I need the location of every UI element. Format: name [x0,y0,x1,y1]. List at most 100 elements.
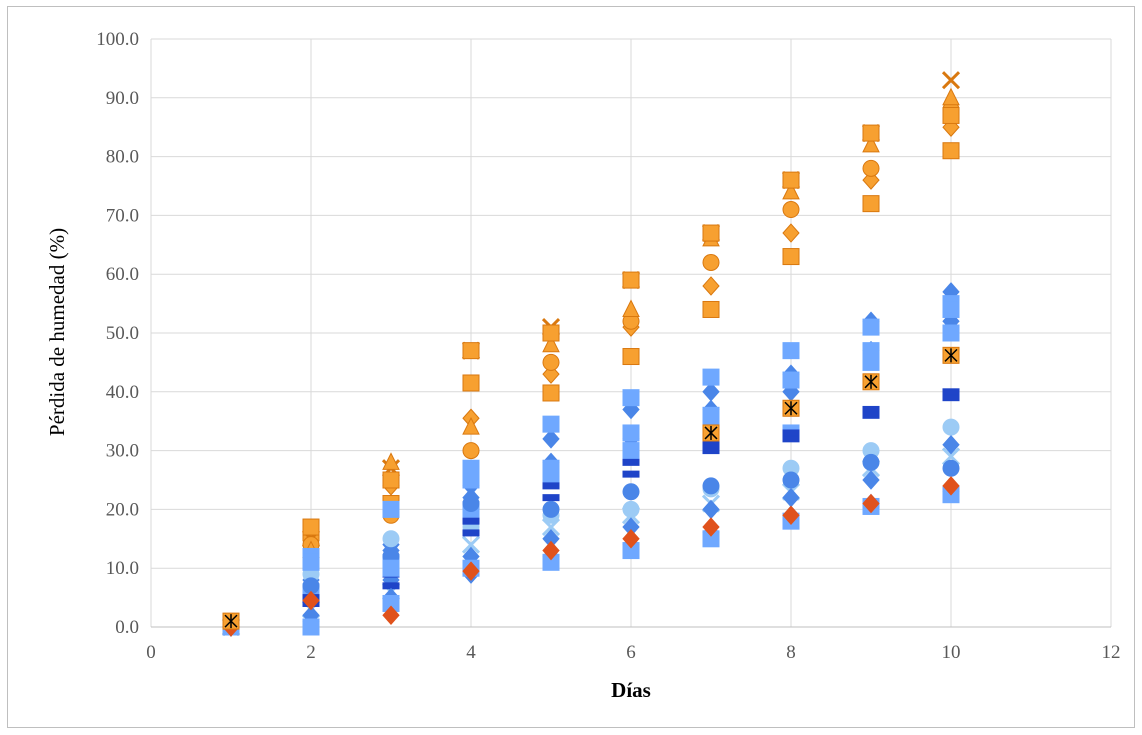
y-tick-label: 90.0 [106,88,139,109]
data-point [782,371,800,389]
data-point [942,434,960,455]
data-point [622,271,640,289]
data-point [462,374,480,392]
data-point [702,447,720,455]
data-point [542,324,560,342]
y-axis-title: Pérdida de humedad (%) [45,228,69,436]
data-point [782,248,800,266]
data-point [862,124,880,142]
data-point [782,399,800,417]
data-point [621,506,641,525]
data-point [302,518,320,536]
data-point [622,389,640,407]
y-tick-label: 0.0 [115,617,139,638]
data-point [222,612,240,630]
data-point [542,540,560,561]
data-point [862,493,880,514]
data-point [542,353,560,371]
data-point [462,561,480,581]
data-point [862,342,880,360]
data-point [702,253,720,271]
data-point [862,159,880,177]
data-point [862,411,880,419]
data-point [542,334,560,353]
data-point [862,195,880,213]
y-tick-label: 70.0 [106,205,139,226]
data-point [942,324,960,342]
data-point [782,471,800,489]
x-tick-label: 6 [626,642,636,663]
data-point [942,394,960,402]
data-point [702,441,720,449]
data-point [942,346,960,364]
data-point [782,201,800,219]
data-point [782,487,800,508]
data-point [942,459,960,477]
data-point [862,373,880,391]
data-point [461,535,481,554]
data-point [782,429,800,437]
x-tick-label: 8 [786,642,796,663]
data-point [942,418,960,436]
data-point [462,416,480,435]
data-point [462,529,480,537]
data-points [221,71,961,637]
data-point [782,342,800,360]
x-tick-label: 10 [942,642,961,663]
data-point [702,406,720,424]
data-point [382,500,400,518]
x-axis-ticks: 0 2 4 6 8 10 12 [146,642,1120,663]
data-point [702,499,720,520]
data-point [942,106,960,124]
y-tick-label: 10.0 [106,558,139,579]
data-point [462,342,480,360]
data-point [302,553,320,571]
data-point [462,442,480,460]
data-point [462,517,480,525]
data-point [622,299,640,317]
data-point [782,505,800,526]
data-point [702,368,720,386]
data-point [862,134,880,153]
y-tick-label: 30.0 [106,441,139,462]
y-tick-label: 60.0 [106,264,139,285]
data-point [782,181,800,200]
data-point [542,494,560,502]
data-point [382,605,400,625]
x-tick-label: 0 [146,642,156,663]
data-point [462,495,480,513]
data-point [542,415,560,433]
y-tick-label: 20.0 [106,499,139,520]
data-point [382,471,400,489]
data-point [702,424,720,442]
data-point [622,424,640,442]
data-point [302,590,320,611]
data-point [622,442,640,460]
data-point [782,223,800,243]
data-point [942,142,960,160]
y-tick-label: 80.0 [106,147,139,168]
data-point [782,171,800,189]
x-tick-label: 4 [466,642,476,663]
data-point [462,471,480,489]
data-point [542,384,560,402]
data-point [541,517,561,537]
data-point [382,452,400,470]
data-point [702,517,720,537]
data-point [382,559,400,577]
data-point [622,458,640,466]
data-point [862,470,880,490]
data-point [862,453,880,471]
x-axis-title: Días [611,678,651,702]
x-tick-label: 2 [306,642,316,663]
data-point [942,300,960,318]
data-point [702,224,720,242]
data-point [542,482,560,490]
data-point [542,500,560,518]
data-point [942,87,960,106]
y-axis-ticks: 0.0 10.0 20.0 30.0 40.0 50.0 60.0 70.0 80.0 90.0 1… [96,29,139,638]
data-point [622,483,640,501]
data-point [702,276,720,296]
data-point [942,388,960,396]
